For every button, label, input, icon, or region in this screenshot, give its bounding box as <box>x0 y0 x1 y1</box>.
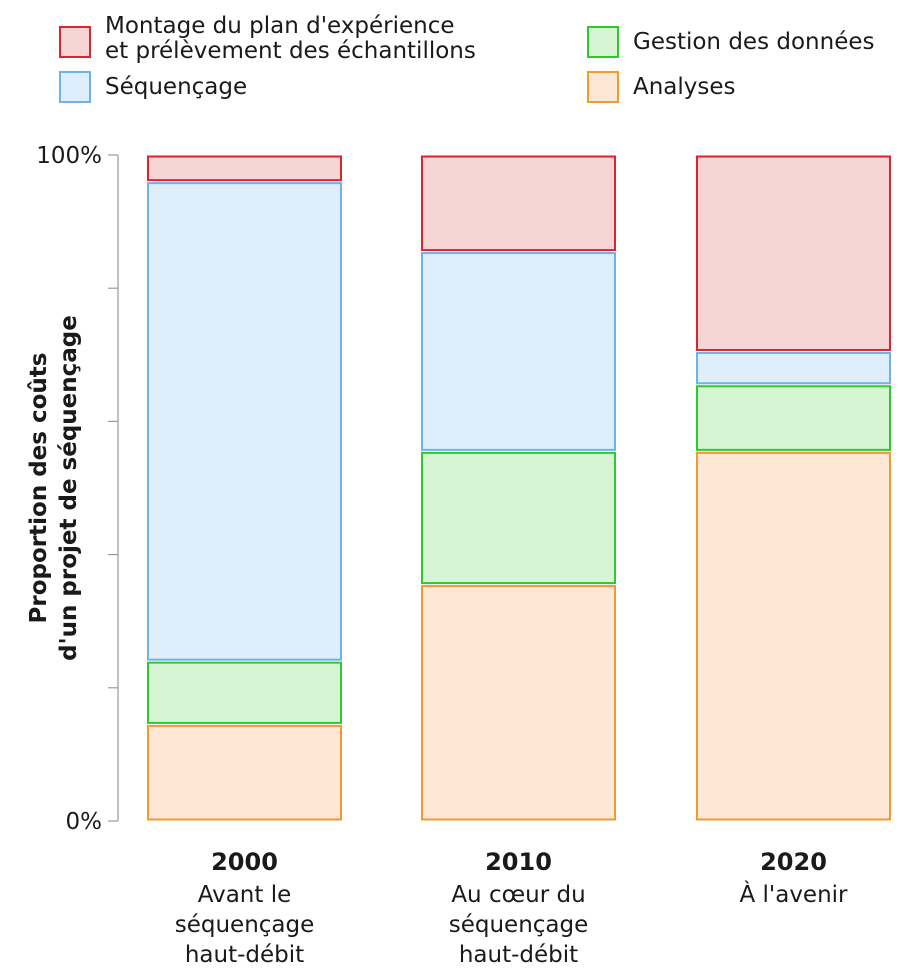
y-axis-title-line: d'un projet de séquençage <box>56 315 82 661</box>
legend-swatch <box>587 71 619 103</box>
bar-segment <box>147 661 342 724</box>
category-subtitle-line: À l'avenir <box>739 880 848 908</box>
y-tick-label: 100% <box>36 143 102 169</box>
y-axis-title: Proportion des coûts d'un projet de séque… <box>26 315 82 661</box>
bar-segment <box>147 182 342 661</box>
y-tick-label: 0% <box>66 809 103 835</box>
category-label: 2020 À l'avenir <box>739 848 848 908</box>
bar-segment <box>421 155 616 252</box>
category-label: 2010 Au cœur du séquençage haut-débit <box>449 848 589 968</box>
legend-label: Séquençage <box>105 74 247 100</box>
bar-segment <box>696 451 891 821</box>
category-year: 2010 <box>485 848 552 876</box>
legend-label: Gestion des données <box>633 29 874 55</box>
bar-segment <box>696 385 891 451</box>
category-subtitle-line: Au cœur du <box>451 882 585 908</box>
category-subtitle-line: Avant le <box>198 882 292 908</box>
bar-segment <box>421 252 616 451</box>
bar-stack-2020 <box>696 155 891 821</box>
legend-label: Analyses <box>633 74 736 100</box>
bar-stack-2010 <box>421 155 616 821</box>
category-subtitle-line: haut-débit <box>185 942 304 968</box>
bars <box>147 155 891 821</box>
category-subtitle-line: séquençage <box>449 912 589 938</box>
x-axis-labels: 2000 Avant le séquençage haut-débit 2010 Au c… <box>175 848 848 968</box>
legend-swatch <box>59 26 91 58</box>
legend-swatch <box>59 71 91 103</box>
category-subtitle-line: haut-débit <box>459 942 578 968</box>
legend-entry: Analyses <box>587 71 736 103</box>
bar-segment <box>696 155 891 351</box>
bar-segment <box>147 155 342 182</box>
legend-entry: Gestion des données <box>587 26 874 58</box>
bar-segment <box>421 585 616 821</box>
legend-swatch <box>587 26 619 58</box>
bar-segment <box>147 724 342 821</box>
legend-label: Montage du plan d'expérience <box>105 13 455 39</box>
category-year: 2020 <box>760 848 827 876</box>
category-label: 2000 Avant le séquençage haut-débit <box>175 848 315 968</box>
y-axis: 0% 100% Proportion des coûts d'un projet de… <box>26 143 119 835</box>
legend-entry: Séquençage <box>59 71 247 103</box>
bar-segment <box>421 451 616 585</box>
bar-segment <box>696 351 891 385</box>
legend-label: et prélèvement des échantillons <box>105 38 476 64</box>
category-year: 2000 <box>211 848 278 876</box>
category-subtitle-line: séquençage <box>175 912 315 938</box>
y-axis-title-line: Proportion des coûts <box>26 353 52 624</box>
bar-stack-2000 <box>147 155 342 821</box>
